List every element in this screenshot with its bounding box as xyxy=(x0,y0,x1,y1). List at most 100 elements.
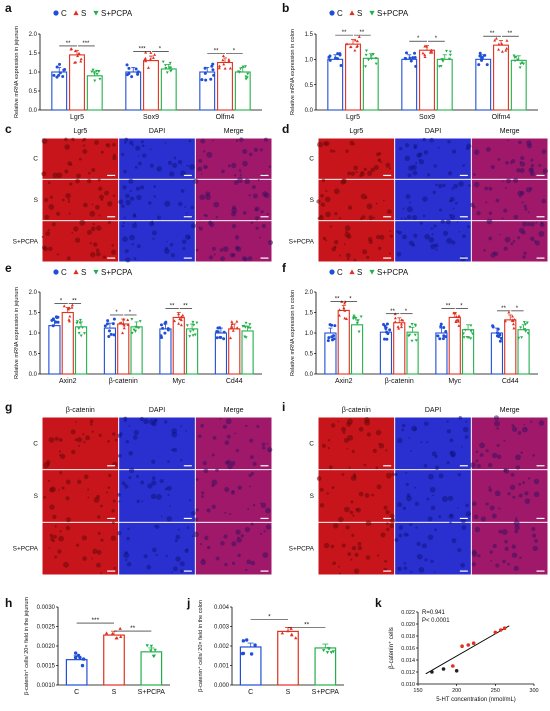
data-point xyxy=(401,318,405,322)
micrograph-texture xyxy=(82,144,86,147)
data-point xyxy=(97,70,101,73)
legend-marker-s xyxy=(73,10,79,16)
micrograph-texture xyxy=(261,223,266,229)
micrograph-image xyxy=(42,522,119,575)
micrograph-texture xyxy=(149,148,152,151)
legend-label: S xyxy=(357,268,362,277)
micrograph-texture xyxy=(134,221,137,224)
sig-label: ** xyxy=(335,296,340,302)
micrograph-texture xyxy=(339,572,341,575)
data-point xyxy=(179,315,183,319)
micrograph-texture xyxy=(65,496,70,501)
micrograph-texture xyxy=(164,420,168,424)
bar xyxy=(125,71,142,111)
data-point xyxy=(69,47,73,50)
data-point xyxy=(98,77,102,81)
micrograph-texture xyxy=(64,169,69,174)
micrograph-texture xyxy=(193,531,199,538)
data-point xyxy=(75,322,79,325)
micrograph-texture xyxy=(191,535,194,538)
data-point xyxy=(107,329,111,333)
micrograph-texture xyxy=(227,164,231,168)
data-point xyxy=(168,61,172,65)
micrograph-texture xyxy=(532,545,538,552)
micrograph-texture xyxy=(200,423,205,428)
legend-marker-c xyxy=(329,269,335,275)
data-point xyxy=(79,334,83,338)
data-point xyxy=(164,320,168,324)
micrograph-texture xyxy=(451,187,454,190)
micrograph-texture xyxy=(429,486,436,493)
micrograph-texture xyxy=(457,472,462,477)
micrograph-texture xyxy=(378,159,381,162)
data-point xyxy=(352,314,356,318)
micrograph-texture xyxy=(156,494,162,500)
micrograph-texture xyxy=(373,216,376,219)
micrograph-image xyxy=(318,221,395,262)
bar xyxy=(140,651,163,686)
data-point xyxy=(384,326,388,330)
bar xyxy=(61,311,74,375)
panel-letter-h: h xyxy=(5,596,12,610)
micrograph-texture xyxy=(485,449,489,453)
data-point xyxy=(414,339,418,342)
micrograph-texture xyxy=(237,536,240,539)
data-point xyxy=(181,313,185,317)
micrograph-texture xyxy=(136,194,142,201)
micrograph-texture xyxy=(497,157,501,161)
data-point xyxy=(463,328,467,332)
micrograph-texture xyxy=(530,222,535,227)
data-point xyxy=(105,322,109,326)
micrograph-texture xyxy=(404,155,411,162)
y-tick-label: 1.5 xyxy=(305,32,314,38)
micrograph-texture xyxy=(76,173,81,179)
micrograph-texture xyxy=(94,140,99,145)
micrograph-texture xyxy=(215,556,220,561)
micrograph-row-label: S+PCPA xyxy=(289,546,315,553)
scale-bar xyxy=(107,570,116,572)
micrograph-texture xyxy=(76,437,83,443)
micrograph-texture xyxy=(190,205,195,210)
micrograph-texture xyxy=(319,214,323,218)
data-point xyxy=(448,53,452,57)
micrograph-texture xyxy=(51,222,56,227)
micrograph-texture xyxy=(316,476,322,481)
data-point xyxy=(413,333,417,337)
legend-label: C xyxy=(337,268,343,277)
micrograph-texture xyxy=(332,523,339,529)
sig-label: * xyxy=(349,296,352,302)
data-point xyxy=(343,309,347,312)
micrograph-texture xyxy=(132,223,138,229)
bar xyxy=(234,71,251,111)
data-point xyxy=(52,73,56,77)
x-tick-label: 150 xyxy=(413,688,422,694)
micrograph-column-label: DAPI xyxy=(425,128,441,135)
micrograph-texture xyxy=(385,449,388,452)
data-point xyxy=(56,315,60,319)
y-tick-label: 0.004 xyxy=(214,605,230,611)
bar xyxy=(406,331,419,375)
micrograph-texture xyxy=(330,544,335,549)
y-tick-label: 0.0 xyxy=(305,108,314,114)
micrograph-texture xyxy=(186,526,190,529)
chart-e: 0.0 0.5 1.0 1.5 2.0 Relative mRNA expression … xyxy=(14,287,262,385)
micrograph-texture xyxy=(524,207,528,211)
data-point xyxy=(241,325,245,328)
micrograph-texture xyxy=(491,513,497,519)
data-point xyxy=(397,326,401,330)
micrograph-texture xyxy=(266,212,269,216)
micrograph-texture xyxy=(427,534,434,540)
data-point xyxy=(68,306,72,310)
micrograph-image xyxy=(119,179,195,221)
micrograph-texture xyxy=(365,555,371,560)
micrograph-texture xyxy=(75,543,80,547)
micrograph-texture xyxy=(375,466,379,470)
micrograph-texture xyxy=(250,471,255,476)
data-point xyxy=(249,652,254,656)
y-tick-label: 0.0 xyxy=(29,108,38,114)
micrograph-texture xyxy=(532,533,537,538)
data-point xyxy=(80,663,85,668)
micrograph-texture xyxy=(265,507,271,514)
micrograph-texture xyxy=(61,198,65,202)
micrograph-texture xyxy=(317,217,321,220)
